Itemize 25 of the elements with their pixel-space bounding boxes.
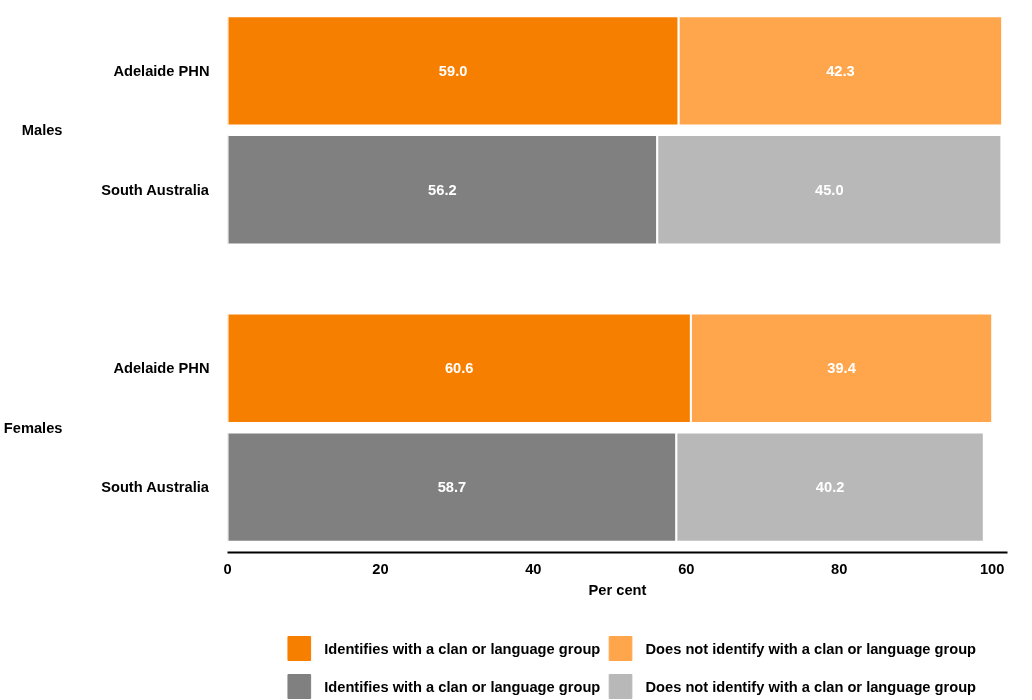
legend-label: Does not identify with a clan or language group [645,678,977,695]
x-tick-label: 60 [678,560,695,577]
x-tick-label: 100 [979,560,1005,577]
text: Females [3,419,63,436]
legend-label: Identifies with a clan or language group [324,640,601,657]
data-label: 42.3 [826,62,855,79]
x-tick-label: 0 [223,560,232,577]
data-label: 60.6 [444,360,474,377]
y-tick-label: Adelaide PHN [113,62,210,79]
x-tick-label: 20 [372,560,389,577]
data-label: 58.7 [437,479,467,496]
data-label: 40.2 [815,479,845,496]
legend-label: Identifies with a clan or language group [324,678,601,695]
data-label: 39.4 [827,360,857,377]
text: Males [21,122,63,139]
x-axis-title: Per cent [588,581,647,598]
y-tick-label: South Australia [101,181,210,198]
data-label: 59.0 [438,62,468,79]
x-tick-label: 80 [831,560,848,577]
data-label: 56.2 [428,181,457,198]
x-tick-label: 40 [525,560,542,577]
data-label: 45.0 [815,181,844,198]
legend-label: Does not identify with a clan or language group [645,640,977,657]
y-tick-label: South Australia [101,479,210,496]
y-tick-label: Adelaide PHN [113,360,210,377]
